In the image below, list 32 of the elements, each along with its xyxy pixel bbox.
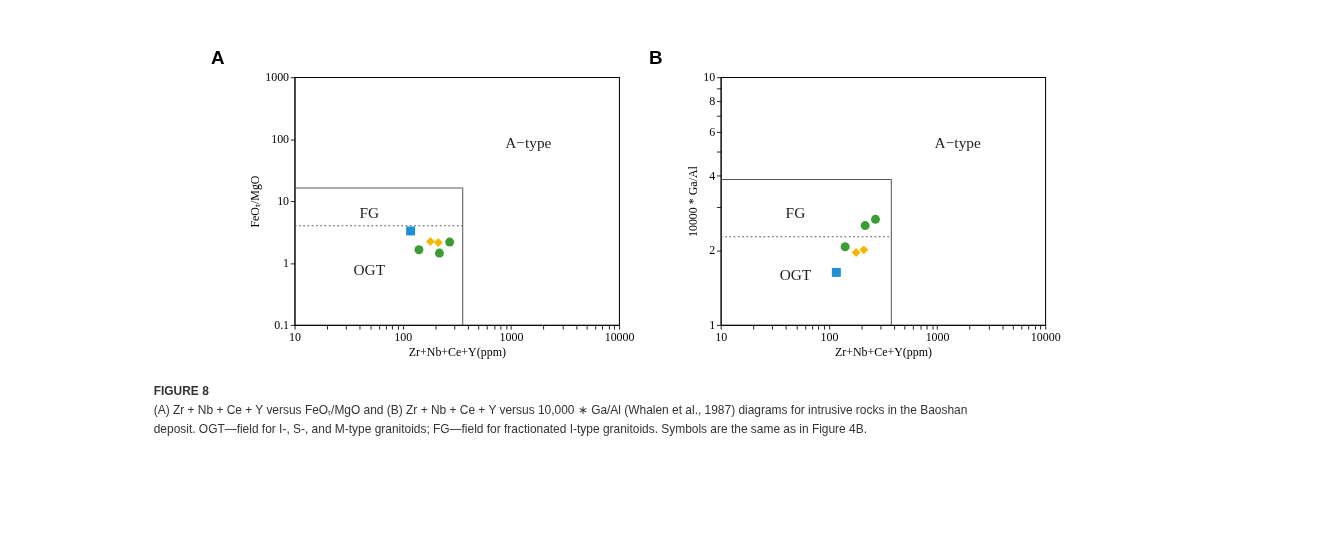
y-tick-label: 0.1 [274, 317, 290, 332]
chart-title: B [649, 46, 663, 68]
annotation: FG [359, 203, 380, 221]
y-tick-label: 6 [709, 125, 716, 140]
x-axis-title: Zr+Nb+Ce+Y(ppm) [408, 345, 506, 360]
caption: FIGURE 8 [153, 383, 210, 398]
y-tick-label: 4 [709, 168, 716, 183]
annotation: A−type [934, 134, 981, 152]
x-axis-title: Zr+Nb+Ce+Y(ppm) [834, 345, 933, 360]
y-tick-label: 8 [709, 94, 716, 109]
annotation: OGT [353, 260, 386, 278]
y-tick-label: 100 [271, 132, 290, 147]
x-tick-label: 10000 [1030, 329, 1061, 344]
x-tick-label: 1000 [925, 329, 950, 344]
chart-title: A [210, 46, 225, 68]
y-tick-label: 1000 [265, 70, 290, 85]
y-axis-title: 10000 * Ga/Al [686, 165, 701, 238]
y-tick-label: 2 [709, 243, 716, 258]
y-tick-label: 10 [277, 193, 290, 208]
y-tick-label: 1 [709, 317, 716, 332]
y-tick-label: 1 [283, 255, 290, 270]
x-tick-label: 100 [394, 329, 413, 344]
x-tick-label: 10 [289, 329, 302, 344]
x-tick-label: 1000 [499, 329, 524, 344]
y-axis-title: FeOₜ/MgO [248, 175, 263, 228]
x-tick-label: 100 [820, 329, 839, 344]
text: (A) Zr + Nb + Ce + Y versus FeOₜ/MgO and (B) Zr + Nb + Ce + Y versus 10,000 ∗ Ga/Al (Whalen et al., 1987) diagrams for intrusive rocks in the Baoshan deposit. OGT—field for I-, S-, and M-type granitoids; FG—field for fractionated I-type granitoids. Symbols are the same as in Figure 4B. [153, 402, 968, 436]
annotation: A−type [505, 134, 552, 152]
annotation: OGT [779, 265, 812, 283]
annotation: FG [785, 203, 806, 221]
x-tick-label: 10000 [604, 329, 635, 344]
y-tick-label: 10 [703, 70, 716, 85]
